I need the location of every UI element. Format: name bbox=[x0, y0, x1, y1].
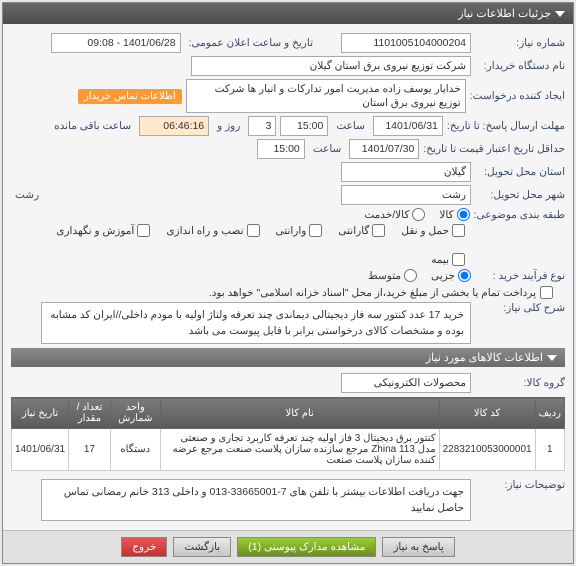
proc-radios: جزیی متوسط bbox=[368, 269, 471, 282]
proc-partial-option[interactable]: جزیی bbox=[431, 269, 471, 282]
days-field: 3 bbox=[248, 116, 276, 136]
valid-time-field: 15:00 bbox=[257, 139, 305, 159]
proc-label: نوع فرآیند خرید : bbox=[475, 270, 565, 282]
need-no-label: شماره نیاز: bbox=[475, 37, 565, 49]
action-bar: پاسخ به نیاز مشاهده مدارک پیوستی (1) باز… bbox=[3, 530, 573, 563]
deadline-time-field: 15:00 bbox=[280, 116, 328, 136]
exit-button[interactable]: خروج bbox=[121, 537, 167, 557]
srv-install[interactable]: نصب و راه اندازی bbox=[166, 224, 259, 237]
deadline-date-field: 1401/06/31 bbox=[373, 116, 443, 136]
need-no-field: 1101005104000204 bbox=[341, 33, 471, 53]
summary-field: خرید 17 عدد کنتور سه فاز دیجیتالی دیماند… bbox=[41, 302, 471, 344]
goods-table: ردیف کد کالا نام کالا واحد شمارش تعداد /… bbox=[11, 397, 565, 471]
bundle-service-option[interactable]: کالا/خدمت bbox=[364, 208, 425, 221]
announce-field: 1401/06/28 - 09:08 bbox=[51, 33, 181, 53]
bundle-service-radio[interactable] bbox=[412, 208, 425, 221]
goods-section-header: اطلاعات کالاهای مورد نیاز bbox=[11, 348, 565, 367]
bundle-label: طبقه بندی موضوعی: bbox=[474, 209, 565, 221]
table-row[interactable]: 1 2283210053000001 کنتور برق دیجیتال 3 ف… bbox=[12, 429, 565, 471]
srv-warranty[interactable]: وارانتی bbox=[276, 224, 323, 237]
reply-button[interactable]: پاسخ به نیاز bbox=[382, 537, 454, 557]
srv-guarantee[interactable]: گارانتی bbox=[338, 224, 385, 237]
th-code: کد کالا bbox=[439, 398, 535, 429]
bundle-radios: کالا کالا/خدمت bbox=[364, 208, 469, 221]
collapse-icon[interactable] bbox=[555, 11, 565, 17]
th-qty: تعداد / مقدار bbox=[69, 398, 111, 429]
time-left-field: 06:46:16 bbox=[139, 116, 209, 136]
time-label-2: ساعت bbox=[309, 143, 346, 155]
valid-date-field: 1401/07/30 bbox=[349, 139, 419, 159]
srv-insurance[interactable]: بیمه bbox=[431, 253, 465, 266]
group-field: محصولات الکترونیکی bbox=[341, 373, 471, 393]
buyer-label: نام دستگاه خریدار: bbox=[475, 60, 565, 72]
srv-training[interactable]: آموزش و نگهداری bbox=[56, 224, 150, 237]
cell-name: کنتور برق دیجیتال 3 فاز اولیه چند تعرفه … bbox=[160, 429, 439, 471]
bundle-cash-radio[interactable] bbox=[457, 208, 470, 221]
cell-qty: 17 bbox=[69, 429, 111, 471]
proc-medium-option[interactable]: متوسط bbox=[368, 269, 417, 282]
collapse-icon[interactable] bbox=[547, 355, 557, 361]
corner-item: رشت bbox=[11, 189, 43, 201]
panel-title: جزئیات اطلاعات نیاز bbox=[458, 7, 551, 20]
requester-label: ایجاد کننده درخواست: bbox=[470, 90, 565, 102]
city-label: شهر محل تحویل: bbox=[475, 189, 565, 201]
deadline-label: مهلت ارسال پاسخ: تا تاریخ: bbox=[447, 120, 565, 132]
notes-field: جهت دریافت اطلاعات بیشتر با تلفن های 7-3… bbox=[41, 479, 471, 521]
need-details-panel: جزئیات اطلاعات نیاز شماره نیاز: 11010051… bbox=[2, 2, 574, 564]
group-label: گروه کالا: bbox=[475, 377, 565, 389]
th-row: ردیف bbox=[535, 398, 564, 429]
province-label: استان محل تحویل: bbox=[475, 166, 565, 178]
form-body: شماره نیاز: 1101005104000204 تاریخ و ساع… bbox=[3, 24, 573, 530]
th-date: تاریخ نیاز bbox=[12, 398, 69, 429]
requester-field: خدایار یوسف زاده مدیریت امور تدارکات و ا… bbox=[186, 79, 466, 113]
notes-label: توضیحات نیاز: bbox=[475, 479, 565, 491]
th-name: نام کالا bbox=[160, 398, 439, 429]
contact-info-tag[interactable]: اطلاعات تماس خریدار bbox=[78, 89, 182, 104]
province-field: گیلان bbox=[341, 162, 471, 182]
cell-unit: دستگاه bbox=[110, 429, 160, 471]
time-label-1: ساعت bbox=[332, 120, 369, 132]
summary-label: شرح کلی نیاز: bbox=[475, 302, 565, 314]
back-button[interactable]: بازگشت bbox=[173, 537, 231, 557]
panel-header: جزئیات اطلاعات نیاز bbox=[3, 3, 573, 24]
treasury-check[interactable]: پرداخت تمام یا بخشی از مبلغ خرید،از محل … bbox=[209, 286, 553, 299]
and-label: روز و bbox=[213, 120, 244, 132]
srv-logistics[interactable]: حمل و نقل bbox=[401, 224, 465, 237]
cell-code: 2283210053000001 bbox=[439, 429, 535, 471]
city-field: رشت bbox=[341, 185, 471, 205]
attachments-button[interactable]: مشاهده مدارک پیوستی (1) bbox=[237, 537, 376, 557]
bundle-cash-option[interactable]: کالا bbox=[439, 208, 469, 221]
time-left-label: ساعت باقی مانده bbox=[50, 120, 135, 132]
buyer-field: شرکت توزیع نیروی برق استان گیلان bbox=[191, 56, 471, 76]
cell-date: 1401/06/31 bbox=[12, 429, 69, 471]
announce-label: تاریخ و ساعت اعلان عمومی: bbox=[185, 37, 317, 49]
valid-label: حداقل تاریخ اعتبار قیمت تا تاریخ: bbox=[423, 143, 565, 155]
cell-idx: 1 bbox=[535, 429, 564, 471]
th-unit: واحد شمارش bbox=[110, 398, 160, 429]
